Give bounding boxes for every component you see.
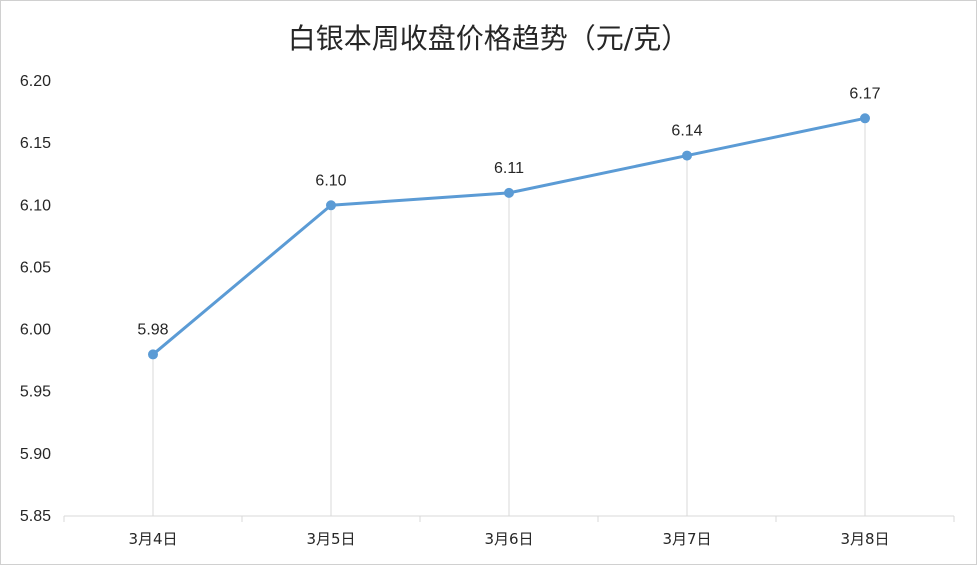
y-tick-label: 6.05 [20, 259, 51, 276]
y-tick-label: 6.15 [20, 135, 51, 152]
data-label: 6.11 [494, 160, 524, 177]
y-tick-label: 6.20 [20, 73, 51, 90]
data-label: 6.17 [849, 85, 880, 102]
data-label: 6.14 [671, 123, 702, 140]
x-tick-label: 3月5日 [306, 530, 355, 548]
y-tick-label: 5.90 [20, 446, 51, 463]
x-tick-label: 3月6日 [484, 530, 533, 548]
data-label: 6.10 [315, 172, 346, 189]
data-point [504, 187, 514, 198]
data-point [860, 113, 870, 124]
y-tick-label: 5.85 [20, 508, 51, 525]
y-tick-label: 6.00 [20, 322, 51, 339]
data-point [148, 349, 158, 360]
data-point [682, 150, 692, 161]
y-tick-label: 6.10 [20, 197, 51, 214]
x-tick-label: 3月7日 [662, 530, 711, 548]
data-label: 5.98 [137, 321, 168, 338]
x-tick-label: 3月4日 [128, 530, 177, 548]
x-tick-label: 3月8日 [840, 530, 889, 548]
chart-title: 白银本周收盘价格趋势（元/克） [287, 22, 690, 55]
data-point [326, 200, 336, 211]
y-tick-label: 5.95 [20, 384, 51, 401]
